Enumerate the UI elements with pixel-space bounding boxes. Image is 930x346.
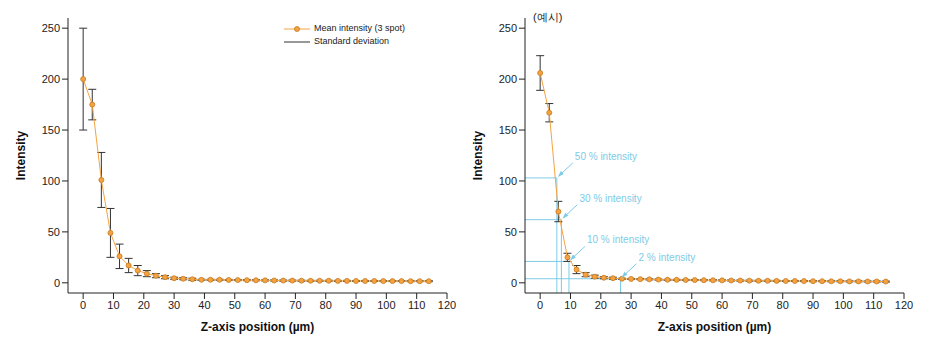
svg-text:10 % intensity: 10 % intensity	[587, 234, 649, 245]
svg-text:100: 100	[377, 299, 395, 311]
svg-text:30: 30	[625, 299, 637, 311]
svg-text:0: 0	[80, 299, 86, 311]
svg-text:80: 80	[777, 299, 789, 311]
svg-text:20: 20	[138, 299, 150, 311]
svg-text:200: 200	[499, 73, 517, 85]
html-text:Mean intensity (3 spot): Mean intensity (3 spot)	[314, 23, 405, 33]
svg-text:40: 40	[655, 299, 667, 311]
svg-text:30 % intensity: 30 % intensity	[579, 193, 641, 204]
svg-text:70: 70	[289, 299, 301, 311]
svg-text:150: 150	[42, 124, 60, 136]
svg-text:Z-axis position (µm): Z-axis position (µm)	[658, 320, 772, 334]
svg-text:0: 0	[511, 277, 517, 289]
svg-text:90: 90	[807, 299, 819, 311]
svg-text:60: 60	[259, 299, 271, 311]
svg-text:110: 110	[865, 299, 883, 311]
svg-text:80: 80	[320, 299, 332, 311]
svg-text:120: 120	[438, 299, 456, 311]
svg-text:70: 70	[746, 299, 758, 311]
svg-text:50: 50	[686, 299, 698, 311]
svg-text:250: 250	[42, 22, 60, 34]
svg-text:Z-axis position (µm): Z-axis position (µm)	[201, 320, 315, 334]
svg-text:20: 20	[595, 299, 607, 311]
svg-text:100: 100	[834, 299, 852, 311]
svg-text:50: 50	[48, 226, 60, 238]
svg-text:0: 0	[537, 299, 543, 311]
svg-text:90: 90	[350, 299, 362, 311]
svg-text:50: 50	[505, 226, 517, 238]
svg-text:120: 120	[895, 299, 913, 311]
svg-text:0: 0	[54, 277, 60, 289]
svg-text:200: 200	[42, 73, 60, 85]
svg-text:Intensity: Intensity	[471, 131, 485, 181]
svg-text:100: 100	[42, 175, 60, 187]
svg-text:250: 250	[499, 22, 517, 34]
svg-text:Intensity: Intensity	[14, 131, 28, 181]
svg-text:100: 100	[499, 175, 517, 187]
html-text:(예시): (예시)	[533, 11, 563, 23]
html-text:Standard deviation: Standard deviation	[314, 36, 389, 46]
svg-text:60: 60	[716, 299, 728, 311]
svg-text:110: 110	[408, 299, 426, 311]
svg-text:10: 10	[564, 299, 576, 311]
svg-text:150: 150	[499, 124, 517, 136]
svg-text:40: 40	[198, 299, 210, 311]
svg-text:50 % intensity: 50 % intensity	[575, 151, 637, 162]
svg-text:30: 30	[168, 299, 180, 311]
svg-text:10: 10	[107, 299, 119, 311]
svg-text:50: 50	[229, 299, 241, 311]
svg-text:2 % intensity: 2 % intensity	[639, 252, 696, 263]
